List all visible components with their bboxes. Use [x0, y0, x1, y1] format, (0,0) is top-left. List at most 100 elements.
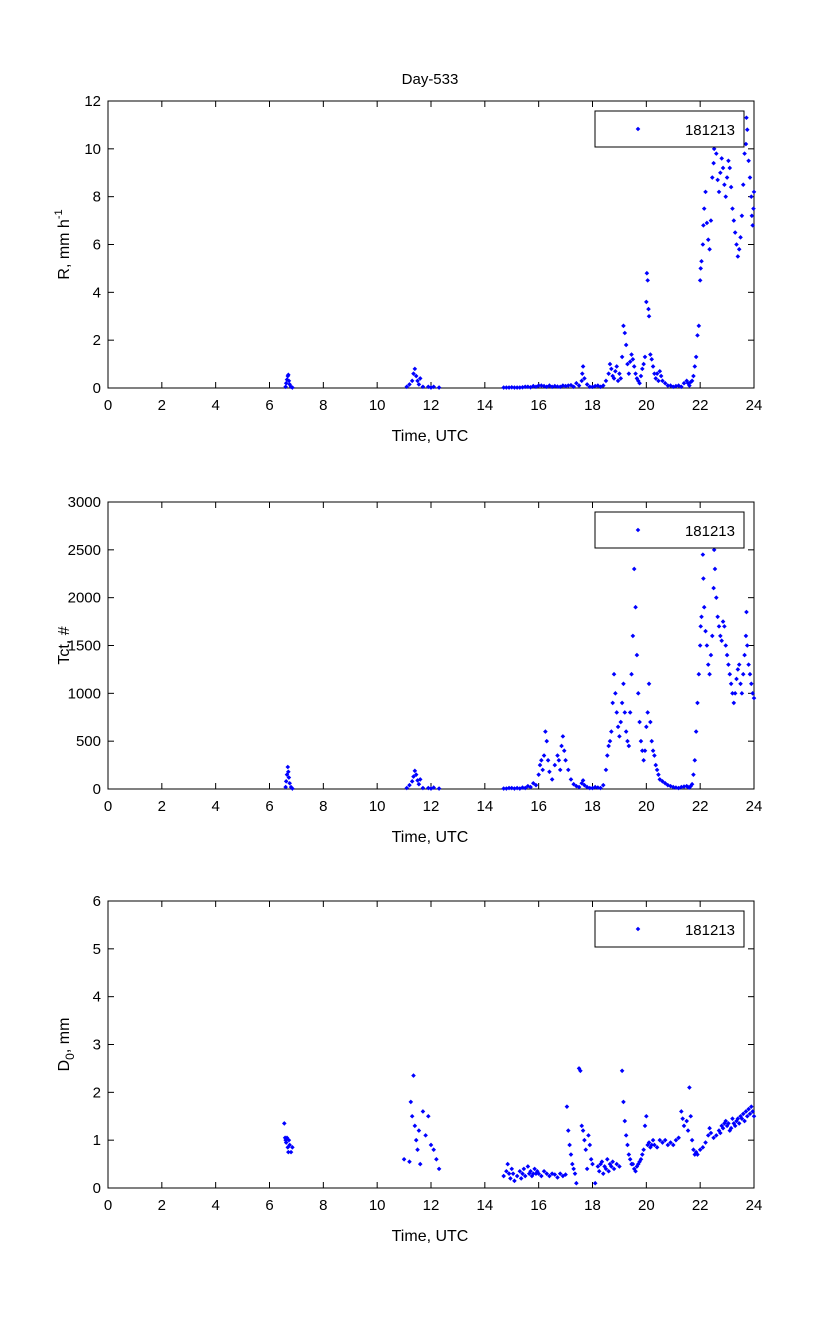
data-point	[689, 781, 695, 787]
data-point	[615, 724, 621, 730]
data-point	[578, 1068, 583, 1074]
y-tick-label: 2	[93, 1084, 101, 1101]
data-point	[657, 777, 663, 782]
data-point	[691, 772, 696, 777]
data-point	[708, 652, 714, 658]
data-point	[681, 380, 687, 386]
data-point	[530, 383, 536, 389]
data-point	[506, 785, 512, 791]
x-tick-label: 20	[638, 1197, 655, 1214]
data-point	[574, 1180, 579, 1186]
data-point	[580, 1128, 586, 1133]
data-point	[590, 384, 595, 390]
data-point	[420, 384, 426, 390]
data-point	[751, 695, 757, 701]
data-point	[723, 1118, 729, 1124]
data-point	[712, 566, 718, 572]
data-point	[504, 1168, 509, 1174]
data-point	[412, 366, 418, 372]
data-point	[734, 1118, 739, 1124]
data-point	[619, 1068, 625, 1074]
data-point	[617, 1164, 622, 1169]
data-point	[642, 748, 648, 754]
data-point	[606, 371, 611, 376]
data-point	[412, 768, 418, 774]
data-point	[701, 223, 706, 228]
data-point	[650, 748, 656, 754]
data-point	[409, 779, 415, 784]
data-point	[416, 382, 422, 387]
data-point	[547, 769, 552, 775]
data-point	[283, 779, 289, 784]
data-point	[587, 785, 593, 791]
data-point	[673, 1137, 679, 1143]
data-point	[549, 777, 555, 782]
data-point	[653, 762, 659, 768]
data-point	[648, 1145, 653, 1150]
data-point	[284, 772, 290, 777]
data-point	[540, 767, 546, 773]
data-point	[547, 383, 552, 388]
data-point	[693, 1149, 699, 1155]
data-point	[559, 743, 564, 749]
data-point	[644, 724, 649, 730]
data-point	[576, 784, 582, 790]
data-point	[417, 1161, 423, 1167]
data-point	[658, 373, 664, 379]
data-point	[571, 1166, 576, 1172]
data-point	[718, 633, 723, 639]
y-tick-label: 2000	[68, 590, 101, 607]
data-point	[728, 681, 734, 687]
data-point	[646, 681, 652, 687]
data-point	[623, 1133, 629, 1138]
data-point	[286, 372, 291, 378]
data-point	[501, 786, 506, 791]
data-point	[574, 783, 579, 789]
data-point	[641, 1147, 646, 1153]
data-point	[615, 378, 621, 384]
data-point	[743, 141, 749, 147]
data-point	[501, 1173, 506, 1179]
data-point	[621, 323, 626, 329]
data-point	[641, 361, 646, 367]
data-point	[563, 383, 568, 389]
data-point	[590, 785, 595, 791]
data-point	[283, 1140, 289, 1145]
data-point	[720, 619, 726, 624]
data-point	[715, 614, 720, 620]
data-point	[607, 361, 613, 367]
y-tick-label: 2500	[68, 542, 101, 559]
data-point	[408, 1099, 414, 1105]
data-point	[417, 777, 423, 782]
data-point	[571, 781, 576, 787]
data-point	[552, 1172, 558, 1177]
data-point	[645, 710, 650, 715]
y-tick-label: 3	[93, 1037, 101, 1054]
data-point	[656, 772, 661, 777]
data-point	[668, 1140, 673, 1145]
data-point	[743, 633, 749, 639]
data-point	[607, 738, 613, 744]
data-point	[426, 785, 431, 791]
data-point	[751, 206, 756, 211]
data-point	[404, 785, 410, 791]
data-point	[629, 671, 634, 677]
data-point	[552, 762, 558, 768]
x-tick-label: 4	[211, 798, 219, 815]
data-point	[599, 1159, 605, 1164]
data-point	[708, 218, 714, 223]
data-point	[609, 366, 614, 372]
data-point	[746, 158, 751, 164]
y-tick-label: 1	[93, 1132, 101, 1149]
data-point	[287, 1142, 292, 1148]
data-point	[413, 1137, 419, 1143]
data-point	[574, 380, 579, 386]
data-point	[510, 1171, 516, 1176]
data-point	[639, 366, 645, 372]
data-point	[563, 758, 568, 763]
data-point	[711, 547, 717, 553]
data-point	[606, 1168, 611, 1174]
data-point	[521, 1166, 527, 1172]
data-point	[622, 330, 628, 336]
